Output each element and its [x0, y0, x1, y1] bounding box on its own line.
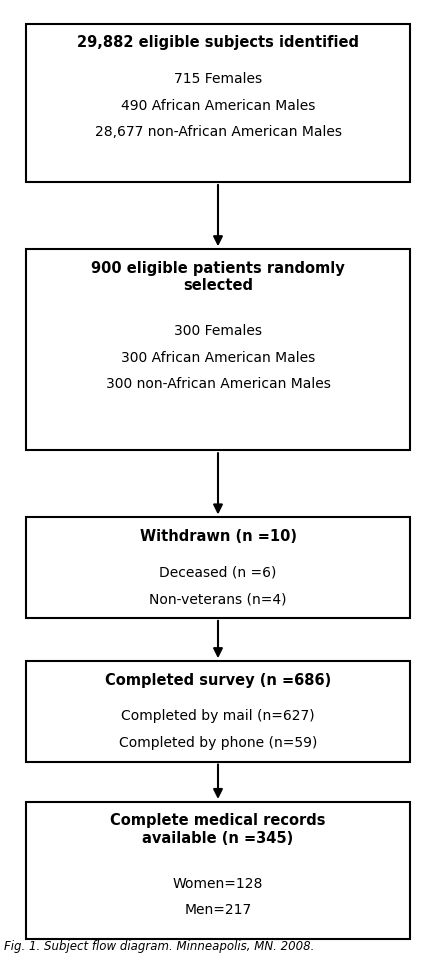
- Text: 300 non-African American Males: 300 non-African American Males: [106, 377, 330, 392]
- Text: 300 African American Males: 300 African American Males: [121, 351, 315, 365]
- FancyBboxPatch shape: [26, 249, 410, 450]
- Text: Deceased (n =6): Deceased (n =6): [159, 565, 277, 580]
- Text: 28,677 non-African American Males: 28,677 non-African American Males: [95, 125, 341, 140]
- Text: Completed by phone (n=59): Completed by phone (n=59): [119, 736, 317, 750]
- FancyBboxPatch shape: [26, 517, 410, 618]
- Text: Withdrawn (n =10): Withdrawn (n =10): [140, 529, 296, 544]
- Text: 29,882 eligible subjects identified: 29,882 eligible subjects identified: [77, 35, 359, 51]
- Text: Fig. 1. Subject flow diagram. Minneapolis, MN. 2008.: Fig. 1. Subject flow diagram. Minneapoli…: [4, 940, 315, 953]
- FancyBboxPatch shape: [26, 24, 410, 182]
- FancyBboxPatch shape: [26, 661, 410, 762]
- Text: 715 Females: 715 Females: [174, 72, 262, 86]
- Text: Completed by mail (n=627): Completed by mail (n=627): [121, 709, 315, 723]
- Text: 490 African American Males: 490 African American Males: [121, 99, 315, 113]
- Text: Non-veterans (n=4): Non-veterans (n=4): [149, 592, 287, 606]
- Text: 300 Females: 300 Females: [174, 324, 262, 338]
- Text: Men=217: Men=217: [184, 903, 252, 918]
- Text: Women=128: Women=128: [173, 877, 263, 891]
- Text: Completed survey (n =686): Completed survey (n =686): [105, 673, 331, 688]
- FancyBboxPatch shape: [26, 802, 410, 939]
- Text: 900 eligible patients randomly
selected: 900 eligible patients randomly selected: [91, 261, 345, 293]
- Text: Complete medical records
available (n =345): Complete medical records available (n =3…: [110, 813, 326, 846]
